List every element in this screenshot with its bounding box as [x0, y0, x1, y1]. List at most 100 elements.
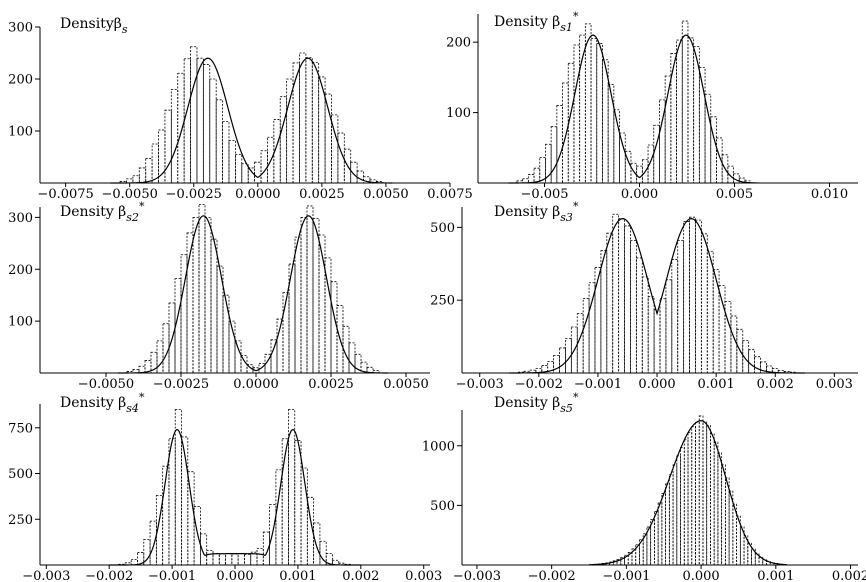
y-tick-label: 500 — [430, 221, 455, 236]
histogram-bar — [698, 415, 704, 566]
histogram-bar — [570, 326, 578, 374]
x-tick-label: −0.001 — [148, 569, 196, 582]
x-tick-label: 0.003 — [816, 377, 853, 392]
y-tick-label: 200 — [8, 73, 33, 88]
histogram-bar — [286, 78, 294, 184]
histogram-bar — [654, 510, 659, 566]
histogram-bar — [313, 522, 321, 566]
histogram-bar — [209, 78, 217, 184]
histogram-bar — [677, 240, 685, 374]
histogram-bar — [672, 464, 678, 566]
histogram-bar — [237, 553, 245, 566]
histogram-bar — [186, 232, 194, 374]
y-tick-label: 300 — [8, 211, 33, 226]
histogram-bar — [630, 240, 637, 374]
histogram-bar — [199, 533, 208, 566]
x-tick-label: 0.003 — [405, 569, 442, 582]
x-tick-label: −0.0025 — [153, 377, 209, 392]
histogram-bar — [312, 218, 320, 374]
y-tick-label: 100 — [8, 315, 33, 330]
histogram-bar — [215, 99, 223, 184]
histogram-bar — [174, 409, 182, 566]
histogram-bar — [700, 233, 708, 374]
histogram-bar — [288, 409, 296, 566]
x-tick-label: 0.000 — [216, 569, 253, 582]
histogram-bar — [177, 72, 185, 184]
histogram-bar — [311, 61, 320, 184]
histogram-bar — [689, 216, 696, 374]
histogram-bar — [742, 339, 750, 374]
panel-title-superscript: * — [139, 200, 145, 213]
panel-title: Density βs1* — [494, 10, 579, 34]
x-tick-label: 0.005 — [716, 187, 753, 202]
histogram-bar — [704, 93, 712, 184]
histogram-bar — [294, 440, 302, 566]
histogram-bar — [641, 276, 649, 374]
histogram-bar — [717, 452, 723, 566]
histogram-bar — [706, 250, 714, 374]
histogram-bar — [198, 204, 206, 374]
y-tick-label: 250 — [8, 513, 33, 528]
x-tick-label: 0.0050 — [363, 187, 409, 202]
y-tick-label: 750 — [8, 421, 33, 436]
panel-title-superscript: * — [573, 200, 579, 213]
histogram-bar — [702, 421, 708, 566]
histogram-bar — [299, 52, 307, 184]
histogram-bar — [607, 84, 615, 184]
histogram-bar — [234, 340, 242, 374]
histogram-bar — [247, 167, 256, 184]
density-curve — [110, 57, 393, 184]
histogram-bar — [600, 250, 608, 374]
histogram-bar — [138, 167, 147, 184]
histogram-bar — [665, 483, 670, 566]
density-curve — [118, 215, 388, 374]
x-tick-label: 0.002 — [832, 569, 866, 582]
x-tick-label: 0.000 — [638, 377, 675, 392]
histogram-bar — [192, 216, 200, 374]
histogram-bar — [170, 89, 179, 184]
histogram-bar — [582, 298, 590, 374]
histogram-bar — [279, 96, 288, 184]
histogram-bar — [210, 238, 218, 374]
histogram-bar — [162, 323, 170, 374]
histogram-bar — [606, 232, 614, 374]
histogram-bar — [653, 124, 660, 184]
histogram-bar — [325, 553, 333, 566]
histogram-bar — [270, 339, 278, 374]
histogram-bar — [305, 57, 313, 184]
panel-title-text: Density β — [494, 395, 560, 411]
panel-title-superscript: * — [573, 10, 579, 23]
histogram-bar — [691, 426, 696, 566]
histogram-bar — [724, 477, 730, 566]
histogram-bar — [636, 165, 643, 184]
x-tick-label: 0.0025 — [299, 187, 345, 202]
panel-title-superscript: * — [573, 391, 579, 404]
histogram-bar — [556, 105, 563, 184]
histogram-bar — [683, 439, 689, 566]
histogram-bar — [620, 557, 625, 566]
histogram-bar — [234, 153, 243, 184]
density-curve — [589, 420, 788, 566]
panel-title: Density βs3* — [494, 200, 579, 224]
histogram-bar — [183, 58, 191, 184]
x-tick-label: 0.0025 — [308, 377, 354, 392]
x-tick-label: −0.002 — [85, 569, 133, 582]
histogram-bar — [282, 292, 290, 374]
histogram-bar — [222, 294, 230, 374]
histogram-bar — [206, 549, 214, 566]
y-tick-label: 200 — [8, 263, 33, 278]
histogram-bar — [260, 150, 268, 184]
histogram-bar — [228, 139, 236, 184]
histogram-bar — [168, 438, 176, 566]
histogram-bar — [647, 296, 655, 374]
panel-title-subscript: s — [122, 23, 128, 36]
histogram-bar — [650, 519, 655, 566]
histogram-bar — [728, 490, 734, 566]
histogram-bar — [562, 82, 569, 184]
x-tick-label: 0.001 — [698, 377, 735, 392]
panel-title: Density βs4* — [60, 391, 145, 415]
y-tick-label: 250 — [430, 294, 455, 309]
histogram-bar — [559, 347, 566, 374]
histogram-bar — [168, 302, 176, 374]
